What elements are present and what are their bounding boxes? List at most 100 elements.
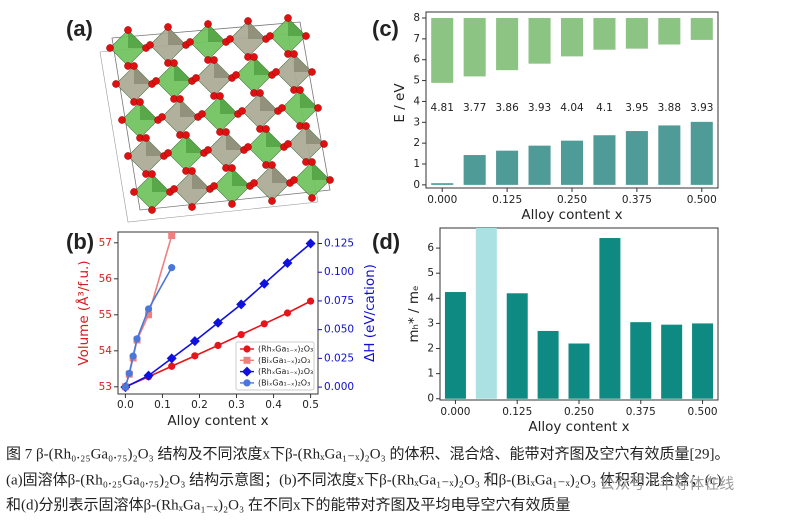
oxygen-atom: [268, 161, 276, 169]
marker: [236, 299, 247, 310]
marker: [168, 362, 176, 370]
y-tick-label: 3: [427, 317, 434, 329]
bar: [599, 238, 621, 399]
y-tick-label: 1: [413, 158, 420, 170]
marker: [143, 370, 154, 381]
oxygen-atom: [124, 26, 132, 34]
x-tick-label: 0.2: [191, 399, 208, 411]
facet: [140, 102, 158, 120]
bar: [625, 18, 648, 49]
gap-label: 3.93: [528, 102, 551, 114]
panel-label: (c): [372, 16, 399, 41]
x-tick-label: 0.375: [622, 194, 652, 206]
y2-tick-label: 0.025: [324, 352, 354, 364]
oxygen-atom: [158, 113, 166, 121]
oxygen-atom: [314, 104, 322, 112]
x-axis-label: Alloy content x: [528, 419, 629, 435]
facet: [152, 174, 170, 192]
oxygen-atom: [238, 107, 246, 115]
facet: [260, 93, 278, 111]
bar: [475, 228, 497, 399]
y-tick-label: 53: [99, 381, 112, 393]
bar: [431, 183, 454, 185]
gap-label: 3.93: [690, 102, 713, 114]
oxygen-atom: [186, 38, 194, 46]
gap-label: 4.81: [431, 102, 454, 114]
y-tick-label: 56: [99, 273, 113, 285]
marker: [214, 341, 222, 349]
bar: [658, 18, 681, 45]
oxygen-atom: [296, 86, 304, 94]
oxygen-atom: [164, 23, 172, 31]
facet: [208, 24, 226, 42]
caption-line: 图 7 β-(Rh₀.₂₅Ga₀.₇₅)₂O₃ 结构及不同浓度x下β-(RhₓG…: [6, 445, 730, 462]
marker: [189, 336, 200, 347]
oxygen-atom: [256, 89, 264, 97]
facet: [128, 30, 146, 48]
y-tick-label: 6: [427, 242, 434, 254]
x-tick-label: 0.125: [502, 406, 532, 418]
facet: [214, 60, 232, 78]
oxygen-atom: [112, 80, 120, 88]
oxygen-atom: [118, 116, 126, 124]
y-tick-label: 5: [413, 75, 420, 87]
legend-box: [235, 341, 315, 391]
x-tick-label: 0.1: [154, 399, 171, 411]
oxygen-atom: [204, 146, 212, 154]
facet: [294, 54, 312, 72]
oxygen-atom: [142, 134, 150, 142]
legend-label: (RhₓGa₁₋ₓ)₂O₃: [258, 345, 313, 354]
oxygen-atom: [106, 44, 114, 52]
x-tick-label: 0.0: [117, 399, 134, 411]
legend-label: (BiₓGa₁₋ₓ)₂O₃: [258, 356, 310, 365]
facet: [306, 126, 324, 144]
oxygen-atom: [210, 182, 218, 190]
facet: [254, 57, 272, 75]
oxygen-atom: [164, 149, 172, 157]
y-axis-label: mₕ* / mₑ: [406, 285, 422, 342]
oxygen-atom: [182, 131, 190, 139]
caption-line: 和(d)分别表示固溶体β-(RhₓGa₁₋ₓ)₂O₃ 在不同x下的能带对齐图及平…: [6, 496, 571, 513]
oxygen-atom: [244, 143, 252, 151]
oxygen-atom: [308, 194, 316, 202]
bar: [431, 18, 454, 83]
y-tick-label: 0: [413, 179, 420, 191]
oxygen-atom: [266, 32, 274, 40]
oxygen-atom: [130, 188, 138, 196]
bar: [690, 121, 713, 185]
facet: [232, 168, 250, 186]
oxygen-atom: [170, 185, 178, 193]
y-tick-label: 2: [413, 137, 420, 149]
oxygen-atom: [228, 200, 236, 208]
oxygen-atom: [124, 152, 132, 160]
oxygen-atom: [302, 122, 310, 130]
oxygen-atom: [308, 68, 316, 76]
gap-label: 3.77: [463, 102, 486, 114]
facet: [180, 99, 198, 117]
marker: [133, 335, 141, 343]
y-tick-label: 55: [99, 309, 112, 321]
x-tick-label: 0.250: [564, 406, 594, 418]
x-tick-label: 0.3: [228, 399, 245, 411]
crystal-structure: [99, 14, 334, 223]
y2-axis-label: ΔH (eV/cation): [362, 264, 378, 362]
oxygen-atom: [308, 158, 316, 166]
y-tick-label: 0: [427, 393, 434, 405]
marker: [243, 356, 251, 364]
bar: [658, 125, 681, 185]
y-tick-label: 2: [427, 343, 434, 355]
oxygen-atom: [204, 20, 212, 28]
oxygen-atom: [278, 104, 286, 112]
oxygen-atom: [302, 32, 310, 40]
gap-label: 3.95: [625, 102, 648, 114]
y-tick-label: 4: [413, 95, 420, 107]
oxygen-atom: [192, 74, 200, 82]
x-tick-label: 0.375: [626, 406, 656, 418]
caption-line: (a)固溶体β-(Rh₀.₂₅Ga₀.₇₅)₂O₃ 结构示意图；(b)不同浓度x…: [6, 470, 722, 488]
marker: [237, 331, 245, 339]
oxygen-atom: [262, 125, 270, 133]
marker: [168, 232, 176, 240]
y2-tick-label: 0.100: [324, 266, 354, 278]
facet: [312, 162, 330, 180]
